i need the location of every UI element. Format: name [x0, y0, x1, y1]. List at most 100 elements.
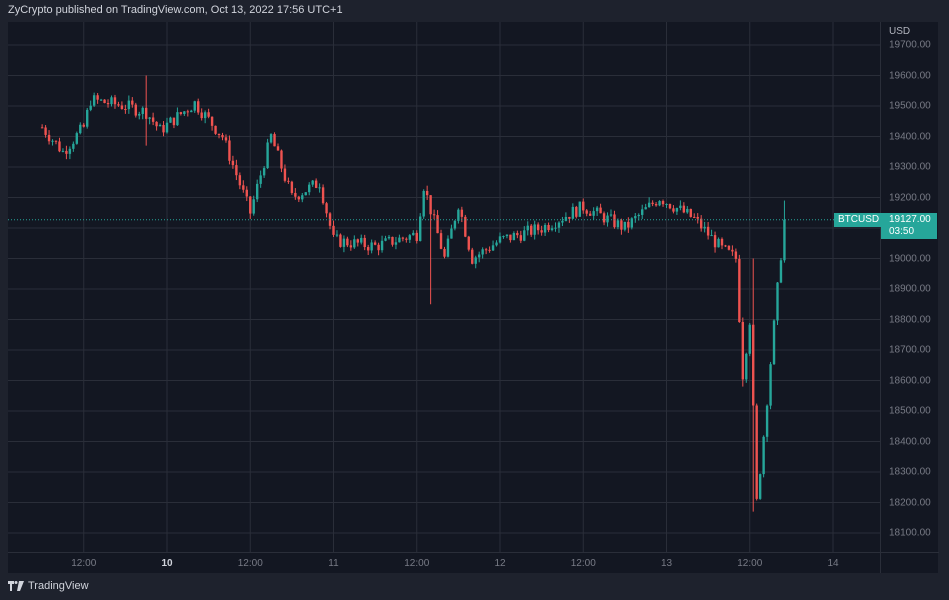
candle — [769, 361, 772, 410]
candle — [304, 192, 307, 196]
candle — [339, 233, 342, 248]
candle — [679, 200, 682, 211]
candle — [491, 240, 495, 252]
candle — [758, 473, 762, 500]
candle — [550, 225, 554, 232]
price-tick-label: 18600.00 — [889, 375, 931, 386]
candle — [169, 116, 172, 123]
candle — [290, 180, 294, 195]
candle — [446, 235, 450, 258]
candle — [283, 164, 287, 183]
candle — [96, 93, 99, 104]
candle — [380, 235, 384, 253]
candle — [474, 255, 477, 269]
price-tick-label: 19200.00 — [889, 192, 931, 203]
candle — [536, 222, 540, 235]
candle — [82, 122, 85, 128]
candle — [693, 213, 696, 219]
price-tick-label: 19600.00 — [889, 70, 931, 81]
candle — [703, 221, 706, 233]
candle — [609, 209, 613, 217]
symbol-tag: BTCUSD — [834, 212, 884, 227]
candle — [620, 218, 623, 235]
candle — [668, 203, 672, 210]
candle — [509, 234, 512, 243]
candle — [342, 235, 346, 253]
candle — [654, 202, 658, 207]
candle — [353, 235, 356, 249]
price-tick-label: 19000.00 — [889, 253, 931, 264]
candle — [363, 234, 366, 251]
candle — [595, 205, 599, 216]
candle — [571, 203, 575, 219]
candle — [259, 170, 262, 188]
candle — [158, 123, 162, 127]
candle — [582, 198, 585, 214]
candle — [602, 211, 606, 226]
price-tick-label: 18400.00 — [889, 436, 931, 447]
time-tick-label: 12:00 — [71, 558, 97, 569]
candle — [762, 435, 765, 478]
candle — [262, 166, 266, 178]
candle — [523, 226, 526, 242]
currency-label: USD — [889, 26, 911, 37]
chart-plot-area[interactable] — [8, 22, 880, 552]
candle — [776, 282, 779, 326]
candle — [644, 203, 647, 210]
candle — [207, 108, 210, 119]
candle — [224, 134, 228, 143]
candle — [526, 221, 529, 236]
candle — [401, 236, 405, 242]
candle — [335, 230, 339, 238]
brand-name: TradingView — [28, 580, 89, 592]
time-tick-label: 11 — [328, 558, 339, 569]
candle — [755, 403, 758, 501]
candle — [450, 224, 453, 239]
candle — [530, 224, 533, 237]
candle — [592, 207, 595, 220]
last-price-tag: 19127.00 03:50 — [881, 212, 937, 239]
candle — [505, 234, 509, 239]
candle — [748, 323, 751, 357]
candle — [349, 240, 353, 251]
candle — [540, 225, 543, 236]
candle — [221, 132, 224, 141]
candle — [710, 229, 713, 237]
candle — [599, 203, 602, 214]
candle — [585, 209, 588, 217]
candle — [432, 209, 436, 220]
candle — [54, 140, 58, 145]
candle — [498, 232, 502, 244]
last-price-value: 19127.00 — [889, 213, 931, 225]
price-tick-label: 18500.00 — [889, 405, 931, 417]
candle — [547, 222, 550, 233]
candle — [564, 212, 568, 222]
candle — [179, 111, 183, 116]
candle — [276, 143, 280, 151]
candle — [47, 130, 51, 145]
candle — [720, 237, 724, 250]
candle — [183, 110, 186, 116]
candle — [699, 215, 703, 232]
candle — [419, 213, 422, 242]
candle — [512, 231, 516, 241]
time-axis[interactable]: 12:00 10 12:00 11 12:00 12 12:00 13 12:00 14 — [8, 552, 880, 574]
candle — [616, 218, 620, 230]
candle — [228, 135, 231, 165]
candle — [554, 222, 557, 232]
candle — [138, 111, 141, 120]
candle — [235, 159, 238, 181]
tradingview-logo[interactable]: TradingView — [8, 580, 89, 592]
candle — [391, 236, 394, 247]
candle — [217, 133, 221, 139]
candle — [113, 94, 117, 109]
candle — [765, 404, 769, 442]
candle — [575, 205, 578, 219]
time-tick-label: 12:00 — [404, 558, 430, 569]
candle — [682, 202, 686, 214]
price-axis[interactable]: USD 19700.00 19600.00 19500.00 19400.00 1930… — [880, 22, 939, 552]
candle — [516, 230, 519, 239]
time-tick-label: 12 — [494, 558, 506, 569]
candle — [200, 108, 203, 121]
candle — [484, 247, 488, 255]
